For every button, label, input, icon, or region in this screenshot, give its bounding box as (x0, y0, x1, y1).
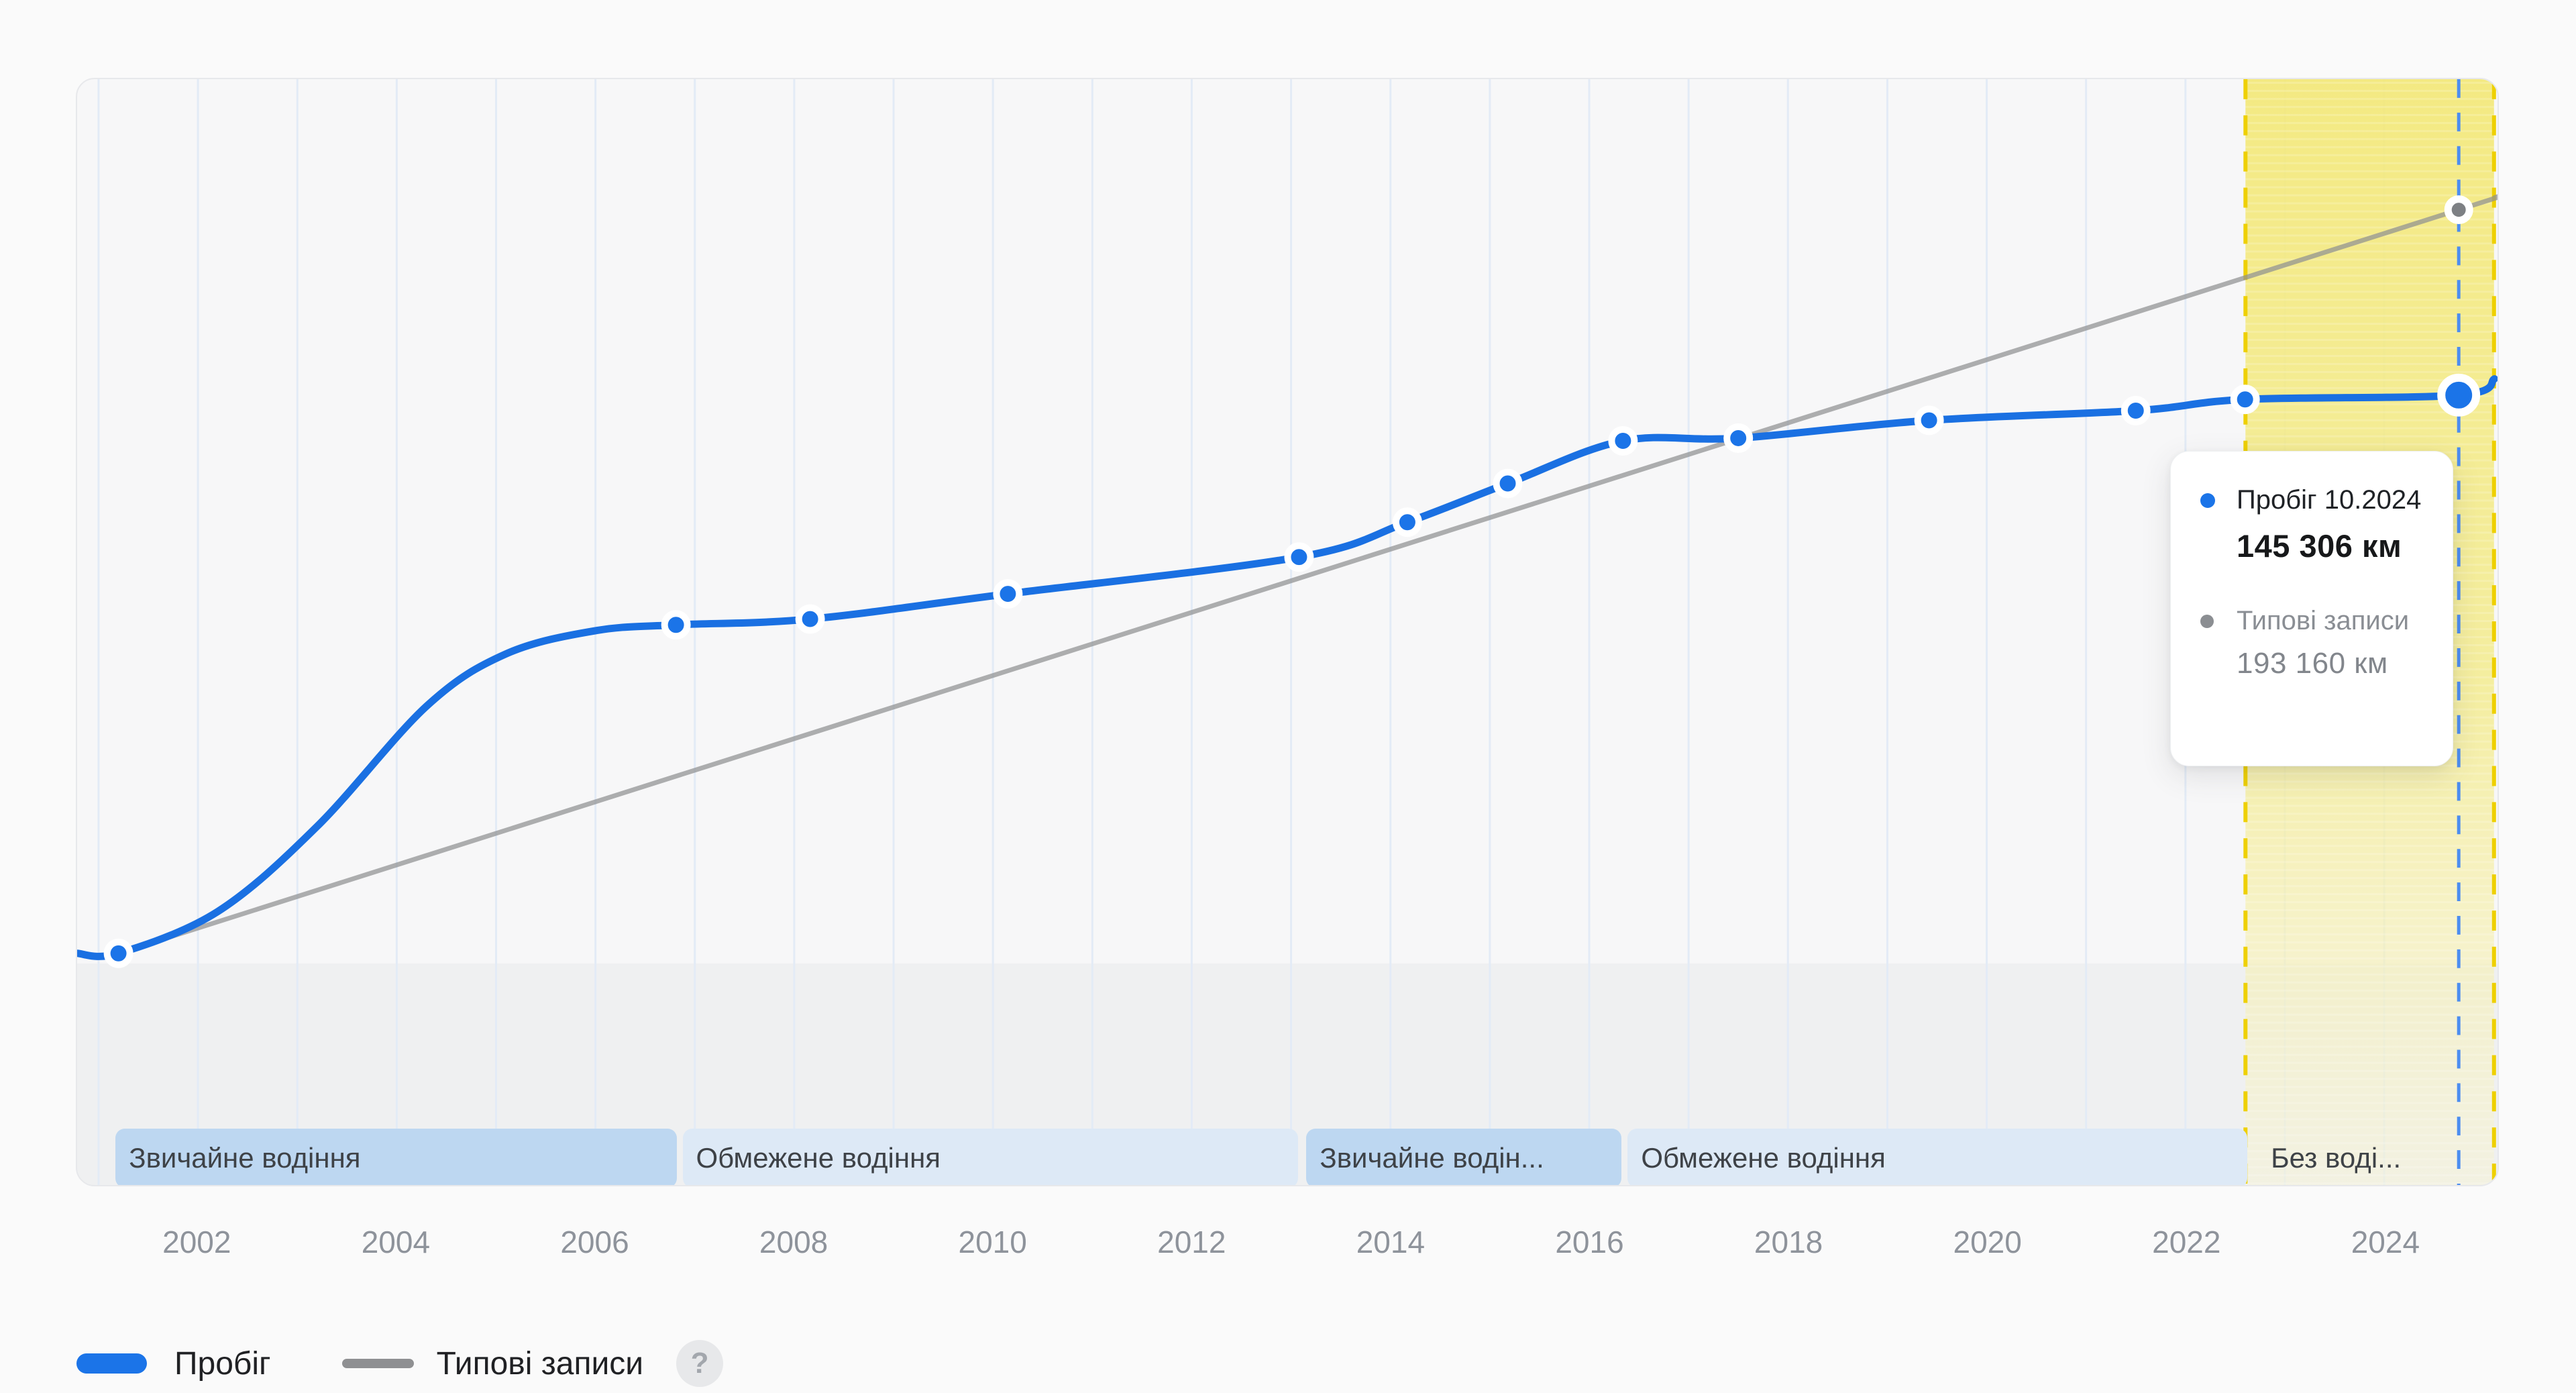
legend-mileage-line-icon (76, 1353, 147, 1374)
typical-series-dot-icon (2200, 614, 2214, 628)
x-axis-label-2002: 2002 (162, 1225, 231, 1259)
mileage-point[interactable] (661, 610, 691, 640)
x-axis-label-2014: 2014 (1356, 1225, 1426, 1259)
tooltip-mileage-value: 145 306 км (2237, 528, 2402, 564)
chart-canvas (77, 79, 2498, 1185)
x-axis: 2002 2004 2006 2008 2010 2012 2014 2016 2018 2020… (0, 1205, 2576, 1279)
legend: Пробіг Типові записи ? (76, 1334, 724, 1393)
x-axis-label-2022: 2022 (2152, 1225, 2221, 1259)
typical-records-point[interactable] (2444, 195, 2473, 225)
tooltip-row-typical: Типові записи (2200, 606, 2428, 636)
mileage-point[interactable] (1914, 405, 1944, 435)
tooltip-typical-value: 193 160 км (2237, 647, 2388, 680)
mileage-point[interactable] (993, 579, 1023, 609)
mileage-point[interactable] (795, 604, 825, 634)
mileage-point-current[interactable] (2437, 373, 2481, 417)
x-axis-label-2024: 2024 (2351, 1225, 2420, 1259)
typical-records-line (117, 194, 2498, 956)
mileage-point[interactable] (2121, 396, 2151, 425)
x-axis-label-2010: 2010 (958, 1225, 1027, 1259)
x-axis-label-2016: 2016 (1555, 1225, 1624, 1259)
mileage-point[interactable] (1493, 468, 1523, 499)
mileage-point[interactable] (1392, 507, 1422, 537)
legend-label-typical[interactable]: Типові записи (436, 1345, 644, 1382)
mileage-point[interactable] (1723, 423, 1754, 453)
tooltip-spacer (2200, 564, 2428, 606)
x-axis-label-2008: 2008 (759, 1225, 828, 1259)
help-icon[interactable]: ? (676, 1340, 724, 1387)
x-axis-label-2020: 2020 (1953, 1225, 2022, 1259)
x-axis-label-2006: 2006 (560, 1225, 629, 1259)
legend-typical-line-icon (341, 1359, 414, 1368)
tooltip-typical-label: Типові записи (2237, 606, 2410, 635)
legend-label-mileage[interactable]: Пробіг (174, 1345, 271, 1382)
x-axis-label-2004: 2004 (361, 1225, 431, 1259)
below-minimum-fill (77, 964, 2498, 1185)
x-axis-label-2018: 2018 (1754, 1225, 1823, 1259)
mileage-line (77, 375, 2498, 960)
tooltip-mileage-label: Пробіг 10.2024 (2237, 485, 2422, 515)
tooltip-row-mileage: Пробіг 10.2024 (2200, 485, 2428, 515)
plot-area: Звичайне водіння Обмежене водіння Звичайне… (76, 78, 2499, 1186)
mileage-point[interactable] (2230, 384, 2260, 415)
x-axis-label-2012: 2012 (1157, 1225, 1226, 1259)
mileage-point[interactable] (103, 938, 133, 968)
tooltip: Пробіг 10.2024 145 306 км Типові записи … (2170, 451, 2453, 766)
mileage-point[interactable] (1608, 426, 1638, 456)
mileage-series-dot-icon (2200, 493, 2215, 508)
mileage-point[interactable] (1284, 542, 1314, 572)
